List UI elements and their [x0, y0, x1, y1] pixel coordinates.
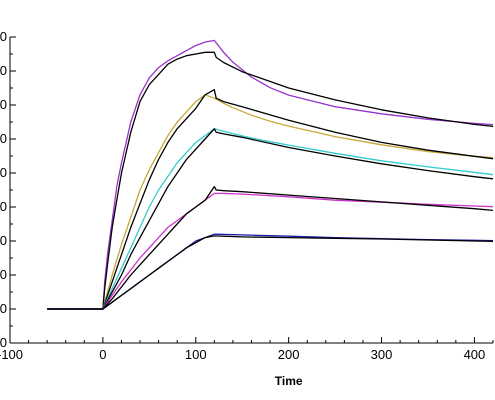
series — [47, 39, 494, 310]
series-line-3 — [47, 94, 494, 310]
series-line-1 — [47, 39, 494, 310]
y-tick-label: 0 — [0, 97, 7, 112]
x-tick-label: 300 — [371, 347, 393, 362]
series-line-10 — [47, 235, 494, 310]
series-line-2 — [47, 51, 494, 310]
y-tick-label: 0 — [0, 131, 7, 146]
series-line-8 — [47, 185, 494, 310]
series-line-5 — [47, 128, 494, 310]
y-tick-label: 0 — [0, 335, 7, 350]
x-tick-label: 0 — [99, 347, 106, 362]
x-tick-label: 200 — [278, 347, 300, 362]
series-line-9 — [47, 233, 494, 310]
y-tick-label: 0 — [0, 267, 7, 282]
series-line-4 — [47, 89, 494, 310]
x-tick-label: 100 — [185, 347, 207, 362]
x-axis-title: Time — [275, 374, 303, 388]
y-tick-label: 0 — [0, 301, 7, 316]
y-tick-label: 0 — [0, 29, 7, 44]
y-tick-label: 0 — [0, 165, 7, 180]
series-line-6 — [47, 128, 494, 310]
axes — [9, 37, 493, 344]
y-tick-label: 0 — [0, 199, 7, 214]
x-tick-label: 400 — [464, 347, 486, 362]
y-tick-label: 0 — [0, 63, 7, 78]
y-tick-label: 0 — [0, 233, 7, 248]
x-tick-label: -100 — [0, 347, 23, 362]
